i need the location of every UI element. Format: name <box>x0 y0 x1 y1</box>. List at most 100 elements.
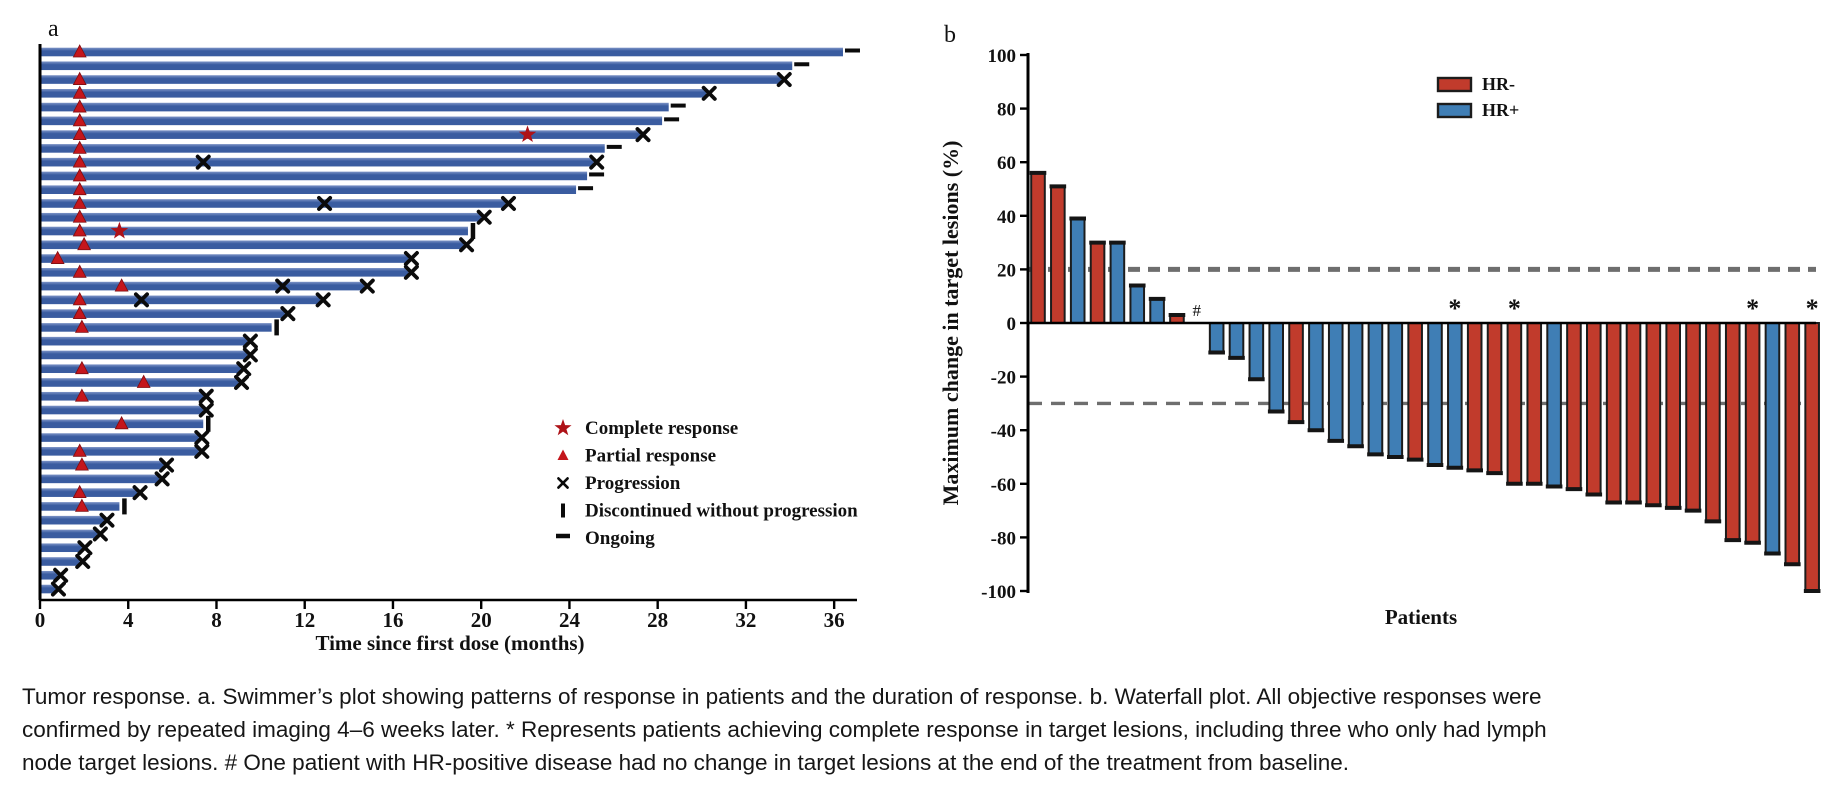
partial-response-triangle <box>72 112 87 127</box>
swimmer-bar-patient-9 <box>41 157 594 167</box>
legend-label-HR-: HR- <box>1482 74 1515 94</box>
legend-label-HR+: HR+ <box>1482 100 1519 120</box>
y-axis-tick-label: -40 <box>991 421 1016 442</box>
swimmer-bar-patient-10 <box>41 171 588 181</box>
waterfall-bar-13-HR+ <box>1268 322 1284 413</box>
waterfall-bar-40-HR- <box>1804 322 1820 592</box>
swimmer-bar-patient-6 <box>41 116 663 126</box>
progression-x-icon <box>359 278 375 294</box>
x-axis-tick-label: 8 <box>211 608 222 632</box>
panel-b-label: b <box>944 22 956 48</box>
waterfall-bar-31-HR- <box>1625 322 1642 504</box>
progression-x-icon <box>53 567 69 583</box>
progression-x-icon <box>234 374 250 390</box>
x-axis-tick-label: 12 <box>294 608 315 632</box>
progression-x-icon <box>198 402 214 418</box>
complete-response-star <box>518 125 537 143</box>
progression-x-icon <box>476 209 492 225</box>
figure-caption: Tumor response. a. Swimmer’s plot showin… <box>22 680 1822 779</box>
complete-response-asterisk-annotation: * <box>1508 294 1521 323</box>
progression-x-icon <box>194 443 210 459</box>
waterfall-bar-19-HR+ <box>1387 322 1404 458</box>
swimmer-bar-patient-22 <box>41 336 248 346</box>
partial-response-triangle <box>74 319 89 333</box>
swimmer-x-axis-title: Time since first dose (months) <box>315 631 584 655</box>
swimmer-bar-patient-24 <box>41 364 241 374</box>
panel-a-label: a <box>48 16 59 42</box>
waterfall-bar-3-HR+ <box>1069 217 1086 324</box>
swimmer-plot: 0 4 8 12 16 20 24 28 32 36 Time since first dose (… <box>35 44 860 655</box>
legend-swatch-HR+ <box>1436 102 1473 119</box>
y-axis-tick-label: 60 <box>997 153 1016 174</box>
partial-response-triangle <box>72 126 87 141</box>
waterfall-bar-34-HR- <box>1685 322 1701 512</box>
progression-x-icon <box>403 264 419 280</box>
caption-line-1: Tumor response. a. Swimmer’s plot showin… <box>22 684 1542 709</box>
waterfall-bar-28-HR- <box>1566 322 1582 491</box>
swimmer-bar-patient-21 <box>41 323 272 332</box>
swimmer-bar-patient-2 <box>41 61 793 71</box>
x-axis-tick-label: 16 <box>382 608 403 632</box>
x-axis-tick-label: 0 <box>35 608 46 632</box>
waterfall-bar-1-HR- <box>1030 171 1046 324</box>
swimmer-bar-patient-23 <box>41 350 248 360</box>
partial-response-triangle <box>50 250 65 264</box>
waterfall-bar-24-HR- <box>1486 322 1503 475</box>
swimmer-bar-patient-3 <box>41 75 782 84</box>
y-axis-tick-label: 40 <box>997 207 1016 228</box>
swimmer-bar-patient-11 <box>41 185 577 194</box>
swimmer-bar-patient-27 <box>41 405 204 415</box>
progression-x-icon <box>99 512 115 528</box>
waterfall-bar-33-HR- <box>1665 322 1682 509</box>
legend-label: Progression <box>585 473 681 494</box>
waterfall-bar-16-HR+ <box>1327 322 1344 442</box>
progression-x-icon <box>154 471 170 487</box>
swimmer-bar-patient-32 <box>41 474 160 484</box>
swimmer-bar-patient-38 <box>41 557 80 566</box>
progression-x-icon <box>133 292 149 308</box>
waterfall-bar-10-HR+ <box>1208 322 1225 354</box>
swimmer-bar-patient-17 <box>41 268 409 277</box>
waterfall-bar-23-HR- <box>1466 322 1483 472</box>
waterfall-x-axis-title: Patients <box>1385 605 1457 629</box>
progression-x-icon <box>776 72 792 88</box>
swimmer-bar-patient-30 <box>41 447 199 456</box>
swimmer-bar-patient-18 <box>41 281 365 291</box>
swimmer-bar-patient-4 <box>41 89 707 98</box>
no-change-hash-annotation: # <box>1193 301 1202 320</box>
partial-response-triangle <box>72 195 87 209</box>
caption-line-2: confirmed by repeated imaging 4–6 weeks … <box>22 717 1547 742</box>
swimmer-bar-patient-36 <box>41 529 98 539</box>
partial-response-triangle <box>74 388 89 402</box>
partial-response-triangle <box>72 209 87 223</box>
progression-x-icon <box>159 457 175 473</box>
partial-response-triangle <box>72 71 87 85</box>
swimmer-bar-patient-39 <box>41 570 58 580</box>
swimmer-bar-patient-40 <box>41 584 56 594</box>
partial-response-triangle <box>72 264 87 278</box>
complete-response-asterisk-annotation: * <box>1448 294 1461 323</box>
waterfall-bar-25-HR- <box>1506 322 1523 485</box>
legend-partial-response-triangle-icon <box>557 449 569 460</box>
x-axis-tick-label: 4 <box>123 608 134 632</box>
waterfall-bar-35-HR- <box>1705 322 1721 523</box>
waterfall-bar-14-HR- <box>1288 322 1304 424</box>
partial-response-triangle <box>74 498 89 512</box>
swimmer-bar-patient-37 <box>41 543 82 553</box>
complete-response-asterisk-annotation: * <box>1746 294 1759 323</box>
progression-x-icon <box>194 430 210 446</box>
progression-x-icon <box>635 127 651 143</box>
swimmer-bar-patient-29 <box>41 433 199 442</box>
waterfall-plot: # * * * * 100 80 60 40 20 0 -20 -40 -60 -80 -100 Maximum… <box>938 46 1821 629</box>
swimmer-bar-patient-1 <box>41 47 843 57</box>
legend-label: Complete response <box>585 418 738 439</box>
swimmer-bar-patient-26 <box>41 391 204 401</box>
x-axis-tick-label: 36 <box>824 608 845 632</box>
partial-response-triangle <box>72 305 87 320</box>
swimmer-bar-patient-20 <box>41 309 285 318</box>
waterfall-bar-27-HR+ <box>1546 322 1562 488</box>
waterfall-bar-7-HR+ <box>1149 297 1165 325</box>
waterfall-bar-26-HR- <box>1526 322 1543 485</box>
progression-x-icon <box>315 292 331 308</box>
